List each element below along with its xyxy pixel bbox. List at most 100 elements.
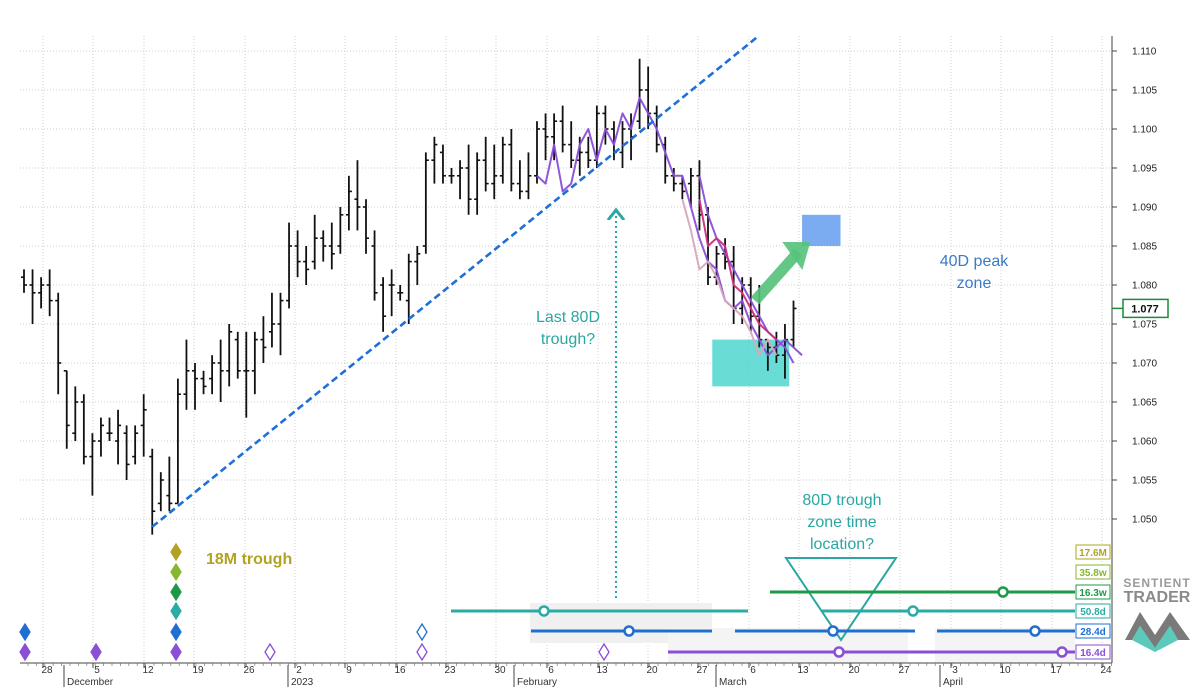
price-bar — [80, 394, 87, 465]
cycle-label-box — [1075, 623, 1111, 639]
trendline — [151, 34, 761, 528]
month-label: April — [943, 677, 963, 688]
x-tick-label: 30 — [494, 665, 506, 676]
x-tick-label: 26 — [243, 665, 255, 676]
price-bar — [29, 269, 36, 324]
cycle-trough-diamond — [416, 622, 428, 642]
price-bar — [328, 222, 335, 270]
projection-line — [681, 198, 778, 357]
price-bar — [439, 144, 446, 184]
price-bar — [474, 152, 481, 215]
price-bar — [687, 168, 694, 207]
cycle-trough-diamond — [170, 601, 182, 621]
price-bar — [106, 417, 113, 441]
price-bar — [491, 144, 498, 200]
peak-zone-box — [802, 214, 841, 246]
x-tick-label: 9 — [346, 665, 352, 676]
annotation-last-80d-trough: Last 80D — [536, 309, 600, 326]
price-bar — [55, 292, 62, 395]
x-tick-label: 13 — [797, 665, 809, 676]
cycle-trough-diamond — [598, 642, 610, 662]
cycle-label-box — [1075, 603, 1111, 619]
x-tick-label: 2 — [296, 665, 302, 676]
current-price-box — [1122, 298, 1169, 319]
y-tick-label: 1.065 — [1132, 398, 1157, 409]
price-bar — [132, 425, 139, 465]
price-bar — [448, 168, 455, 184]
price-bar — [217, 339, 224, 402]
price-bar — [516, 160, 523, 200]
x-tick-label: 12 — [142, 665, 154, 676]
price-bar — [414, 246, 421, 285]
price-bar — [585, 136, 592, 168]
cycle-trough-diamond — [170, 582, 182, 602]
price-bar — [268, 292, 275, 348]
cycle-label: 16.3w — [1079, 588, 1106, 599]
y-tick-label: 1.060 — [1132, 437, 1157, 448]
price-bar — [72, 386, 79, 441]
x-tick-label: 17 — [1050, 665, 1062, 676]
cycle-trough-diamond — [170, 642, 182, 662]
cycle-trough-diamond — [170, 542, 182, 562]
price-bar — [568, 121, 575, 168]
x-tick-label: 20 — [848, 665, 860, 676]
cycle-node — [997, 586, 1009, 598]
price-bar — [192, 363, 198, 410]
price-bar — [696, 160, 703, 231]
x-tick-label: 24 — [1100, 665, 1112, 676]
price-bar — [115, 409, 122, 465]
cycle-label: 28.4d — [1080, 627, 1106, 638]
month-label: March — [719, 677, 747, 688]
annotation-80d-trough-zone: 80D trough — [802, 492, 881, 509]
cycle-trough-diamond — [170, 622, 182, 642]
price-bar — [397, 285, 404, 301]
cycle-node — [907, 605, 919, 617]
price-bar — [286, 222, 293, 309]
price-bar — [534, 121, 540, 184]
x-tick-label: 3 — [952, 665, 958, 676]
time-zone-triangle — [784, 557, 898, 642]
x-tick-label: 10 — [999, 665, 1011, 676]
price-bar — [183, 339, 190, 410]
month-label: February — [517, 677, 557, 688]
price-bar — [46, 269, 53, 317]
price-bar — [21, 269, 27, 293]
cycle-label-box — [1075, 564, 1111, 580]
price-bar — [149, 448, 156, 535]
projection-line — [698, 199, 778, 341]
price-bar — [457, 160, 464, 200]
y-tick-label: 1.070 — [1132, 359, 1157, 370]
price-bar — [388, 269, 395, 317]
price-bar — [551, 113, 558, 161]
cycle-panel-bg — [935, 628, 1075, 663]
price-bar — [260, 316, 267, 363]
cycle-label: 16.4d — [1080, 648, 1106, 659]
price-bar — [422, 152, 429, 254]
price-bar — [636, 58, 643, 129]
price-bar — [311, 214, 318, 270]
cycle-node — [538, 605, 550, 617]
price-bar — [174, 378, 181, 505]
price-bar — [525, 152, 532, 200]
y-tick-label: 1.105 — [1132, 86, 1157, 97]
x-tick-label: 6 — [548, 665, 554, 676]
cycle-trough-diamond — [90, 642, 102, 662]
y-tick-label: 1.110 — [1132, 47, 1157, 58]
cycle-trough-diamond — [19, 622, 31, 642]
date-axis: 28 5 12 19 26 2 9 16 23 30 6 13 20 27 6 13 20 27 3 10 17 24 De… — [20, 662, 1112, 688]
y-tick-label: 1.050 — [1132, 515, 1157, 526]
chart-grid — [20, 36, 1112, 663]
green-arrow-shaft — [750, 248, 803, 305]
price-bar — [337, 207, 344, 254]
cycle-trough-diamond — [170, 562, 182, 582]
cycle-panel-bg — [668, 628, 908, 663]
price-bar — [63, 369, 70, 449]
annotation-last-80d-trough: trough? — [541, 331, 595, 348]
cycle-label-box — [1075, 644, 1111, 660]
month-label: December — [67, 677, 114, 688]
projection-line — [698, 175, 795, 364]
annotation-80d-trough-zone: zone time — [807, 514, 876, 531]
annotation-40d-peak-zone: zone — [957, 275, 992, 292]
cycle-trough-diamond — [264, 642, 276, 662]
